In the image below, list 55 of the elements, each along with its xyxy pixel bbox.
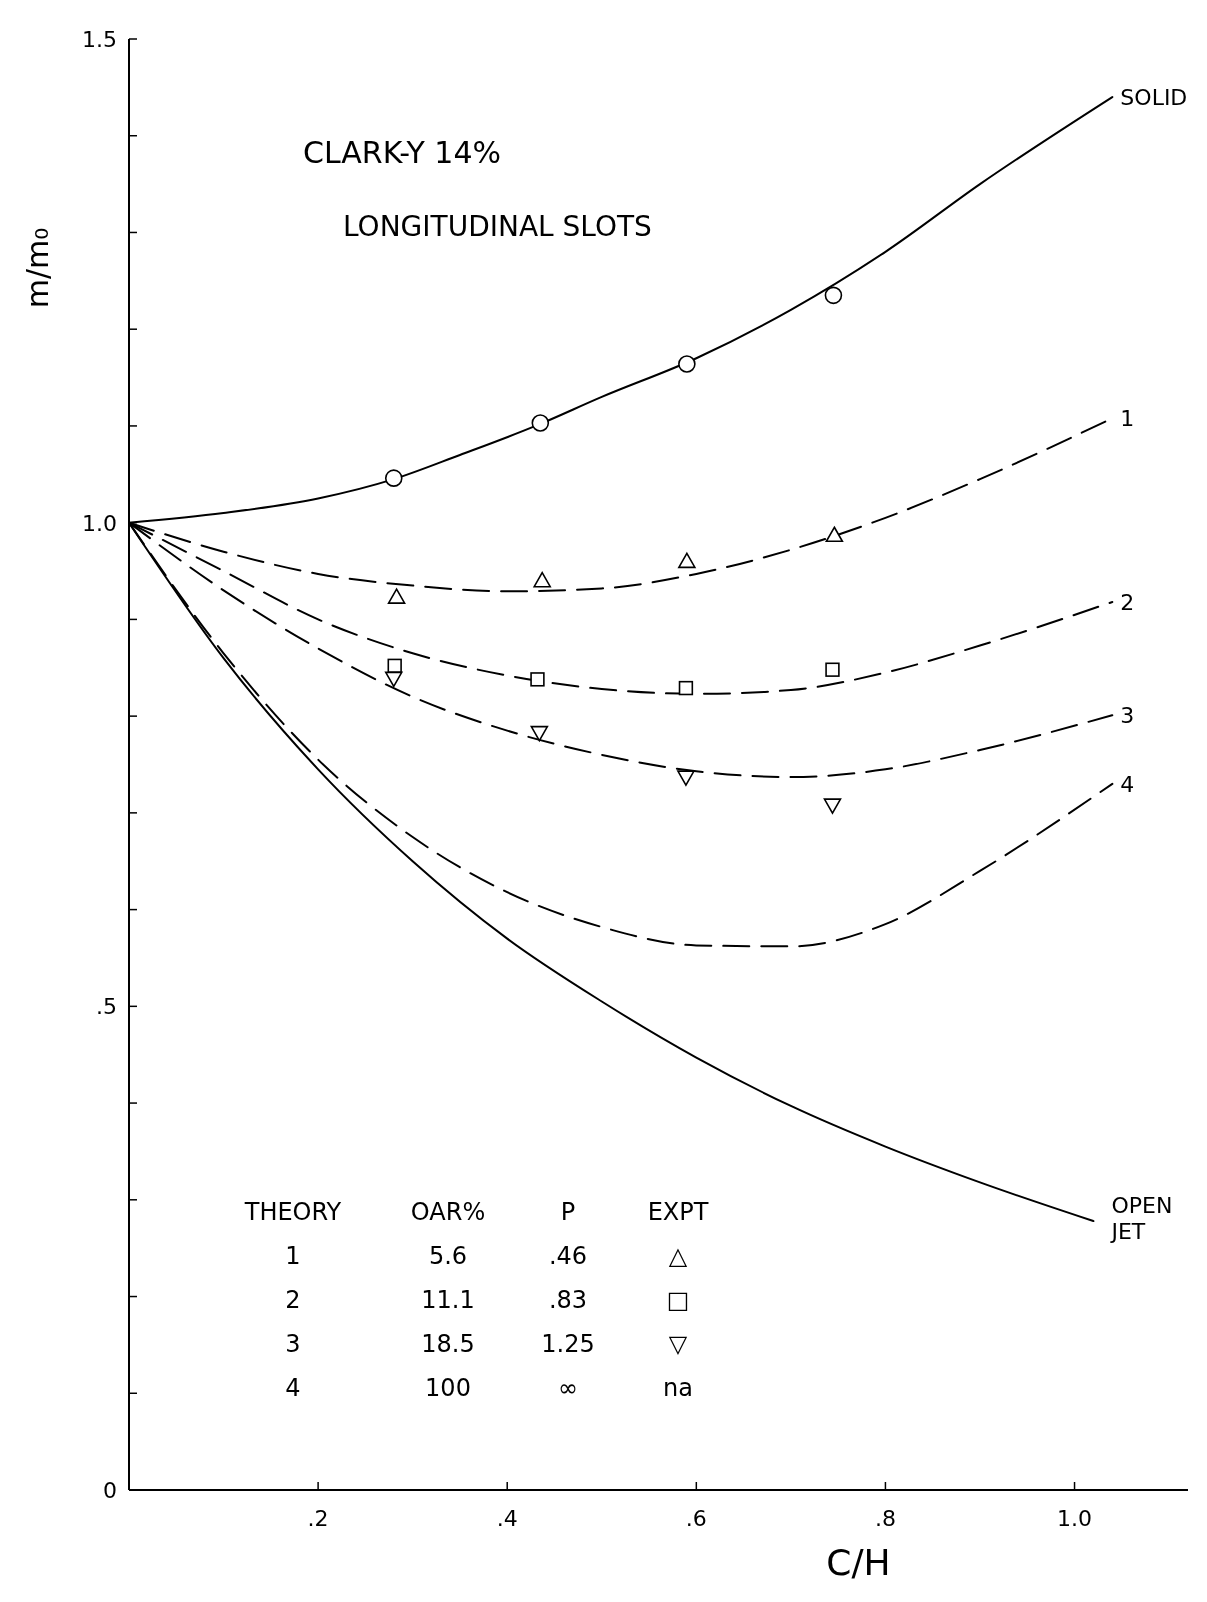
text: LONGITUDINAL SLOTS	[343, 210, 652, 243]
annotation: 100	[425, 1374, 471, 1402]
point	[384, 671, 403, 688]
annotation: □	[666, 1286, 690, 1314]
series-label: 2	[1120, 589, 1135, 615]
annotation: na	[663, 1374, 693, 1402]
y-axis-title: m/m₀	[20, 227, 55, 309]
point	[387, 658, 402, 674]
point	[678, 680, 694, 696]
x-tick-label: .2	[307, 1506, 329, 1531]
x-tick-label: 1.0	[1057, 1506, 1093, 1531]
x-tick-label: .6	[685, 1506, 707, 1531]
annotation: OAR%	[410, 1198, 486, 1226]
annotation: EXPT	[647, 1198, 709, 1226]
point	[678, 552, 696, 569]
y-tick-label: 1.5	[82, 27, 117, 52]
text: CLARK-Y 14%	[303, 135, 502, 170]
point	[678, 355, 696, 373]
point	[825, 662, 840, 677]
annotation: 18.5	[421, 1330, 475, 1358]
x-axis-title: C/H	[826, 1542, 891, 1583]
annotation: .83	[548, 1286, 588, 1314]
y-tick-label: 1.0	[82, 510, 117, 536]
annotation: 1	[285, 1242, 301, 1270]
annotation: .46	[548, 1242, 588, 1270]
annotation: 5.6	[428, 1242, 468, 1270]
annotation: △	[668, 1242, 688, 1270]
x-tick-label: .4	[496, 1506, 518, 1531]
point	[825, 526, 844, 543]
series-label: 4	[1120, 771, 1135, 797]
point	[823, 798, 842, 814]
point	[531, 414, 550, 432]
point	[824, 286, 843, 305]
point	[677, 770, 695, 786]
annotation: ∞	[558, 1374, 578, 1402]
point	[530, 725, 549, 742]
point	[387, 588, 406, 604]
annotation: THEORY	[243, 1198, 342, 1226]
series-label: 3	[1120, 703, 1135, 729]
point	[384, 469, 403, 487]
y-tick-label: .5	[96, 994, 117, 1020]
point	[533, 571, 551, 588]
series-label: 1	[1120, 406, 1135, 432]
series-label: SOLID	[1120, 85, 1188, 111]
x-tick-label: .8	[874, 1506, 896, 1531]
annotation: 11.1	[421, 1286, 475, 1314]
series-label: OPEN JET	[1109, 1193, 1173, 1245]
annotation: ▽	[668, 1330, 688, 1358]
y-tick-label: 0	[103, 1478, 117, 1503]
annotation: 1.25	[541, 1330, 595, 1358]
annotation: 3	[285, 1330, 301, 1358]
annotation: 4	[285, 1374, 301, 1402]
annotation: P	[560, 1198, 576, 1226]
annotation: 2	[285, 1286, 301, 1314]
point	[530, 672, 545, 687]
